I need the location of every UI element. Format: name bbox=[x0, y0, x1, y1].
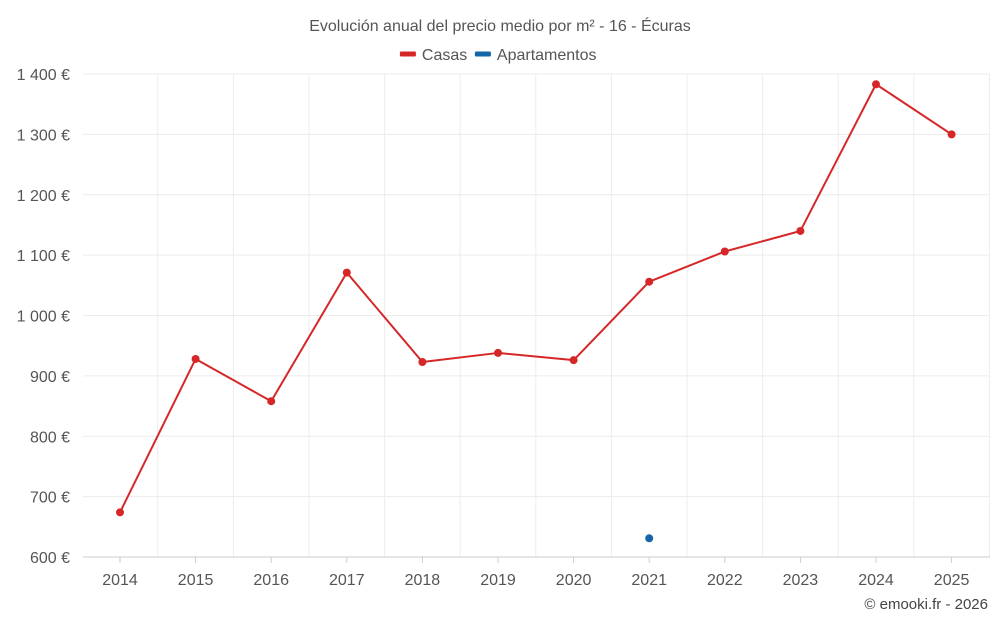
y-tick-label: 900 € bbox=[30, 369, 70, 386]
chart-legend: Casas Apartamentos bbox=[399, 47, 597, 64]
legend-swatch bbox=[399, 51, 416, 57]
x-tick-label: 2021 bbox=[631, 572, 667, 589]
data-point-casas-2015[interactable] bbox=[191, 354, 200, 363]
data-point-casas-2017[interactable] bbox=[342, 268, 351, 277]
data-point-casas-2018[interactable] bbox=[418, 357, 427, 366]
grid-lines bbox=[83, 73, 990, 557]
x-tick-label: 2019 bbox=[480, 572, 516, 589]
data-point-casas-2025[interactable] bbox=[947, 130, 956, 139]
legend-swatch bbox=[474, 51, 491, 57]
credit-text: © emooki.fr - 2026 bbox=[864, 596, 988, 613]
x-tick-label: 2018 bbox=[405, 572, 441, 589]
y-tick-label: 1 400 € bbox=[17, 67, 70, 84]
y-tick-label: 1 000 € bbox=[17, 309, 70, 326]
data-point-casas-2023[interactable] bbox=[796, 226, 805, 235]
chart-title: Evolución anual del precio medio por m² … bbox=[309, 16, 691, 35]
legend-item-apartamentos[interactable]: Apartamentos bbox=[474, 47, 597, 64]
axes: 600 € 700 € 800 € 900 € 1 000 € 1 100 € 1 200 … bbox=[17, 67, 990, 589]
x-tick-label: 2020 bbox=[556, 572, 592, 589]
series-line-casas bbox=[119, 83, 953, 513]
x-tick-label: 2023 bbox=[783, 572, 819, 589]
data-point-casas-2024[interactable] bbox=[872, 80, 880, 89]
legend-item-casas[interactable]: Casas bbox=[399, 47, 467, 64]
data-point-apartamentos-2021[interactable] bbox=[645, 534, 654, 543]
x-tick-label: 2024 bbox=[858, 572, 894, 589]
x-tick-label: 2016 bbox=[253, 572, 289, 589]
x-tick-label: 2025 bbox=[934, 572, 970, 589]
data-point-casas-2016[interactable] bbox=[267, 397, 276, 406]
legend-label: Casas bbox=[422, 47, 467, 64]
data-point-casas-2019[interactable] bbox=[494, 348, 502, 357]
data-point-casas-2014[interactable] bbox=[116, 508, 124, 517]
series-layer bbox=[116, 80, 956, 543]
y-tick-label: 1 200 € bbox=[17, 188, 70, 205]
y-tick-label: 600 € bbox=[30, 550, 70, 567]
x-tick-label: 2017 bbox=[329, 572, 365, 589]
legend-label: Apartamentos bbox=[497, 47, 597, 64]
data-point-casas-2020[interactable] bbox=[569, 356, 578, 365]
x-tick-label: 2015 bbox=[178, 572, 214, 589]
data-point-casas-2022[interactable] bbox=[720, 247, 729, 256]
y-tick-label: 1 100 € bbox=[17, 248, 70, 265]
data-point-casas-2021[interactable] bbox=[645, 277, 654, 286]
x-tick-label: 2014 bbox=[102, 572, 138, 589]
x-tick-label: 2022 bbox=[707, 572, 743, 589]
y-tick-label: 1 300 € bbox=[17, 127, 70, 144]
y-tick-label: 800 € bbox=[30, 429, 70, 446]
y-tick-label: 700 € bbox=[30, 490, 70, 507]
